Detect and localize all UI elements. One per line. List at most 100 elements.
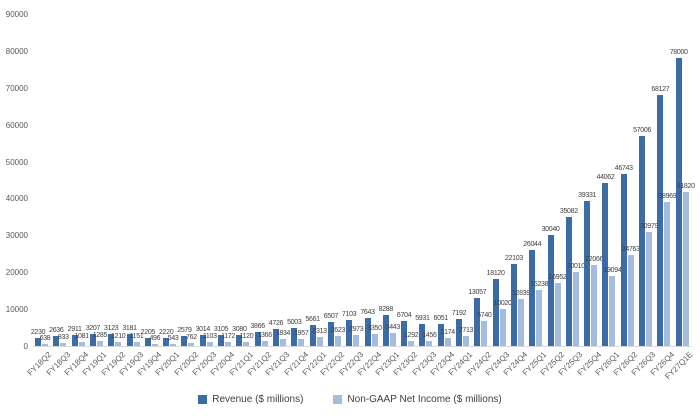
y-axis-tick-label: 60000 [5,120,28,130]
revenue-value-label: 57006 [633,126,652,134]
bar-net-income [517,298,524,346]
revenue-value-label: 2220 [158,328,174,336]
net-income-value-label: 1456 [422,331,437,339]
revenue-value-label: 30040 [541,226,560,234]
net-income-value-label: 1834 [275,330,291,338]
bar-revenue [346,319,353,346]
bar-revenue [419,324,426,346]
net-income-value-label: 3443 [385,324,401,332]
legend-label: Non-GAAP Net Income ($ millions) [347,394,502,405]
net-income-value-label: 19094 [603,266,622,274]
bar-net-income [151,344,158,346]
bar-net-income [646,231,653,346]
bar-net-income [609,275,616,346]
bar-revenue [401,321,408,346]
revenue-value-label: 7643 [360,308,375,316]
net-income-value-label: 638 [39,334,51,342]
bar-net-income [572,272,579,346]
bar-net-income [499,309,506,346]
net-income-value-label: 1957 [294,329,309,337]
bar-revenue [364,317,371,346]
bar-net-income [206,341,213,346]
bar-revenue [291,327,298,346]
bar-net-income [426,340,433,346]
y-axis-tick-label: 80000 [5,46,28,56]
revenue-value-label: 3080 [232,325,247,333]
bar-revenue [163,337,170,346]
net-income-value-label: 3350 [367,324,382,332]
revenue-value-label: 35082 [559,207,578,215]
bar-revenue [547,235,554,346]
net-income-value-label: 22066 [585,255,604,263]
bar-revenue [602,183,609,346]
net-income-value-label: 833 [57,333,69,341]
net-income-value-label: 496 [149,335,161,343]
net-income-value-label: 1285 [92,332,108,340]
bar-net-income [554,283,561,346]
bar-net-income [408,341,415,346]
net-income-value-label: 762 [186,334,197,342]
y-axis-tick-label: 70000 [5,83,28,93]
revenue-value-label: 78000 [669,49,688,57]
net-income-value-label: 20010 [566,263,585,271]
bar-net-income [115,341,122,346]
bar-net-income [96,341,103,346]
bar-revenue [35,337,41,346]
bar-revenue [510,264,517,346]
bar-revenue [584,200,591,346]
bar-net-income [42,343,48,346]
revenue-value-label: 39331 [578,191,597,199]
y-axis-tick-label: 20000 [5,268,28,278]
revenue-value-label: 6507 [323,312,339,320]
bar-net-income [591,264,598,346]
revenue-value-label: 4726 [268,319,284,327]
chart-legend: Revenue ($ millions) Non-GAAP Net Income … [0,394,700,405]
bar-net-income [389,333,396,346]
bar-revenue [382,315,389,346]
bar-net-income [188,343,195,346]
bar-net-income [133,341,140,346]
y-axis-tick-label: 10000 [5,305,28,315]
revenue-value-label: 18120 [486,270,505,278]
bar-net-income [225,341,232,346]
bar-net-income [481,321,488,346]
net-income-value-label: 1151 [129,332,144,340]
revenue-value-label: 22103 [504,255,523,263]
net-income-value-label: 15238 [530,280,549,288]
bar-revenue [272,328,279,346]
x-axis-line [33,346,692,347]
revenue-value-label: 5931 [415,315,430,323]
net-income-value-label: 41820 [676,182,695,190]
legend-item: Revenue ($ millions) [198,394,303,405]
legend-swatch-icon [333,395,343,404]
net-income-value-label: 1366 [257,331,272,339]
y-axis-tick-label: 30000 [5,231,28,241]
net-income-value-label: 1081 [74,333,89,340]
y-axis-tick-label: 40000 [5,194,28,204]
net-income-value-label: 1292 [403,332,419,340]
bar-revenue [456,319,463,346]
bar-revenue [327,321,334,346]
bar-revenue [71,335,78,346]
bar-net-income [334,336,341,346]
bar-revenue [126,334,133,346]
bar-net-income [444,337,451,346]
revenue-value-label: 3123 [104,325,119,333]
bar-net-income [463,335,470,346]
bar-net-income [170,343,177,346]
revenue-value-label: 5661 [305,316,320,324]
y-axis-tick-label: 90000 [5,10,28,19]
revenue-value-label: 2230 [30,328,46,336]
net-income-value-label: 1120 [239,332,254,340]
bar-net-income [78,342,85,346]
bar-revenue [53,336,60,346]
bar-revenue [675,58,682,346]
net-income-value-label: 2713 [458,326,474,334]
bar-revenue [181,336,188,346]
revenue-value-label: 6704 [396,312,412,320]
revenue-value-label: 7192 [451,310,467,318]
net-income-value-label: 2623 [330,327,346,335]
bar-revenue [565,216,572,346]
bar-revenue [144,337,151,346]
bar-net-income [298,338,305,346]
